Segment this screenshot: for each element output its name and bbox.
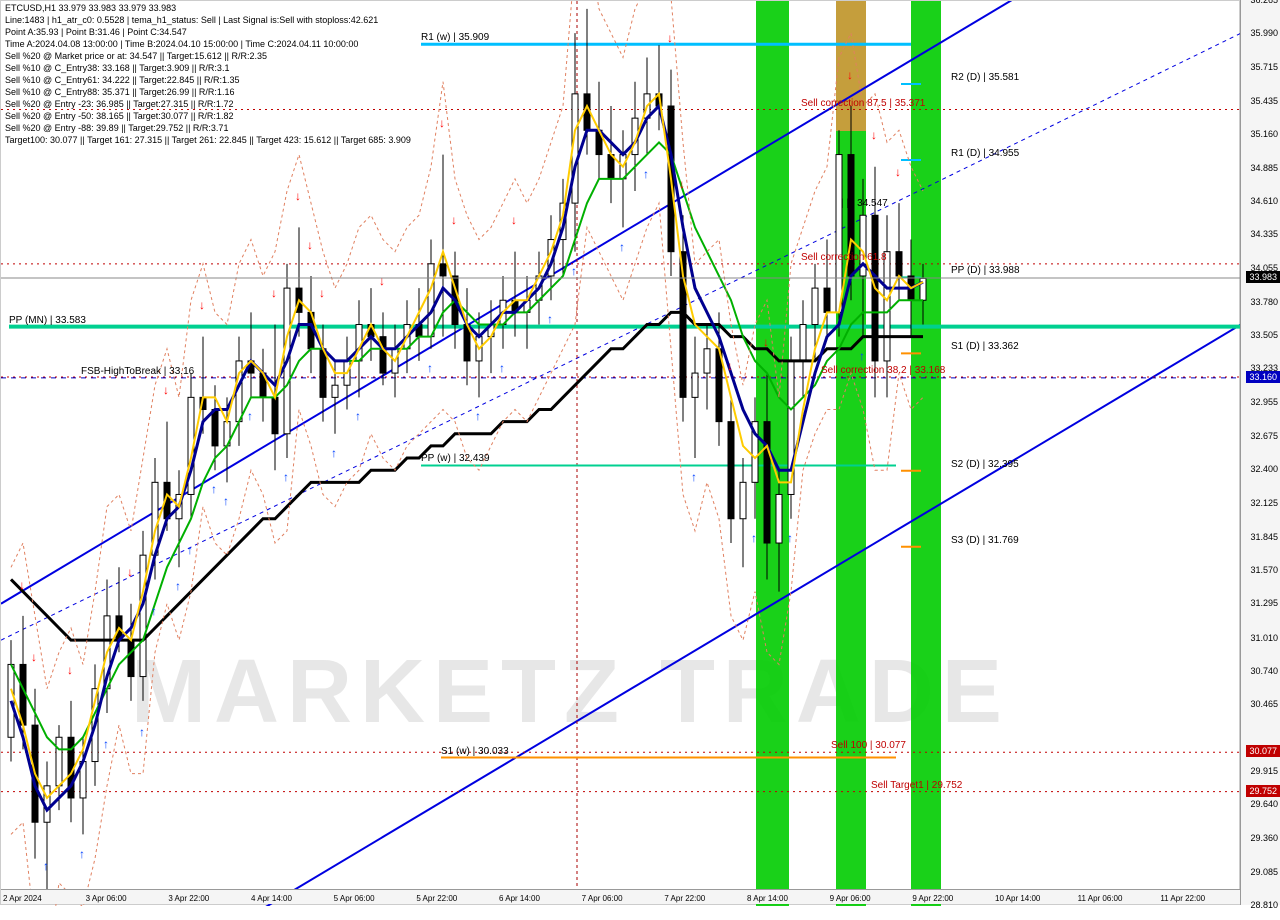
- x-axis: 2 Apr 20243 Apr 06:003 Apr 22:004 Apr 14…: [1, 889, 1241, 904]
- chart-container: MARKETZ TRADE ETCUSD,H1 33.979 33.983 33…: [0, 0, 1280, 920]
- chart-area[interactable]: MARKETZ TRADE ETCUSD,H1 33.979 33.983 33…: [0, 0, 1240, 905]
- y-axis: 36.26535.99035.71535.43535.16034.88534.6…: [1240, 0, 1280, 905]
